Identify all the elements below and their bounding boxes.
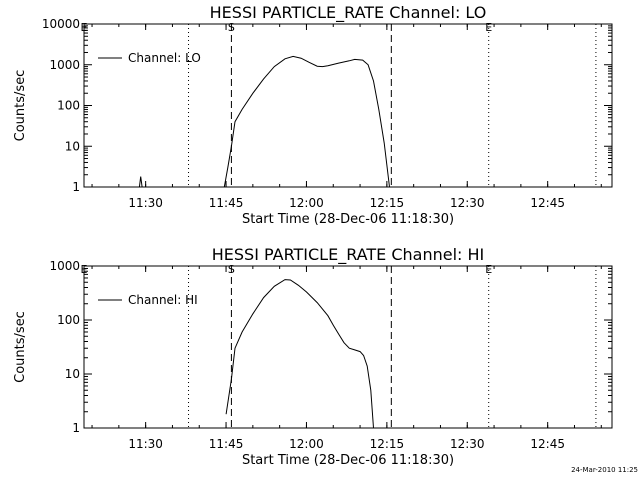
marker-label: E [485, 21, 492, 34]
y-tick-label: 10 [65, 367, 80, 381]
x-tick-label: 12:15 [370, 437, 405, 451]
y-tick-label: 1000 [49, 259, 80, 273]
marker-label: S [228, 263, 235, 276]
plot-frame-lo [83, 23, 613, 188]
marker-label: E [485, 263, 492, 276]
chart-title-lo: HESSI PARTICLE_RATE Channel: LO [210, 3, 487, 23]
series-line-lo [223, 55, 390, 187]
x-axis-label-lo: Start Time (28-Dec-06 11:18:30) [242, 212, 454, 227]
marker-label: S [228, 21, 235, 34]
x-axis-label-hi: Start Time (28-Dec-06 11:18:30) [242, 453, 454, 468]
x-tick-label: 11:45 [209, 437, 244, 451]
y-axis-label-hi: Counts/sec [13, 311, 28, 383]
series-line-lo [138, 176, 143, 187]
marker-label: E [81, 263, 88, 276]
chart-panel-hi: HESSI PARTICLE_RATE Channel: HI 11:30 11:4… [13, 245, 613, 468]
x-tick-label: 12:45 [530, 196, 565, 210]
y-tick-label: 1000 [49, 58, 80, 72]
legend-label-lo: Channel: LO [128, 51, 201, 65]
x-tick-label: 12:45 [530, 437, 565, 451]
y-tick-label: 1 [72, 180, 80, 194]
y-tick-label: 100 [57, 99, 80, 113]
x-tick-label: 12:00 [289, 196, 324, 210]
y-tick-label: 100 [57, 313, 80, 327]
x-tick-label: 11:45 [209, 196, 244, 210]
x-tick-label: 12:30 [450, 196, 485, 210]
y-tick-label: 10000 [42, 17, 80, 31]
y-axis-label-lo: Counts/sec [13, 70, 28, 142]
x-tick-label: 12:15 [370, 196, 405, 210]
x-tick-label: 11:30 [128, 196, 163, 210]
x-tick-label: 12:00 [289, 437, 324, 451]
x-tick-label: 12:30 [450, 437, 485, 451]
marker-label: E [81, 21, 88, 34]
x-tick-label: 11:30 [128, 437, 163, 451]
series-line-hi [225, 279, 374, 428]
chart-title-hi: HESSI PARTICLE_RATE Channel: HI [212, 245, 485, 265]
legend-label-hi: Channel: HI [128, 293, 198, 307]
timestamp: 24-Mar-2010 11:25 [571, 466, 638, 474]
chart-panel-lo: HESSI PARTICLE_RATE Channel: LO 11:30 11:4… [13, 3, 613, 227]
y-tick-label: 1 [72, 421, 80, 435]
y-tick-label: 10 [65, 139, 80, 153]
